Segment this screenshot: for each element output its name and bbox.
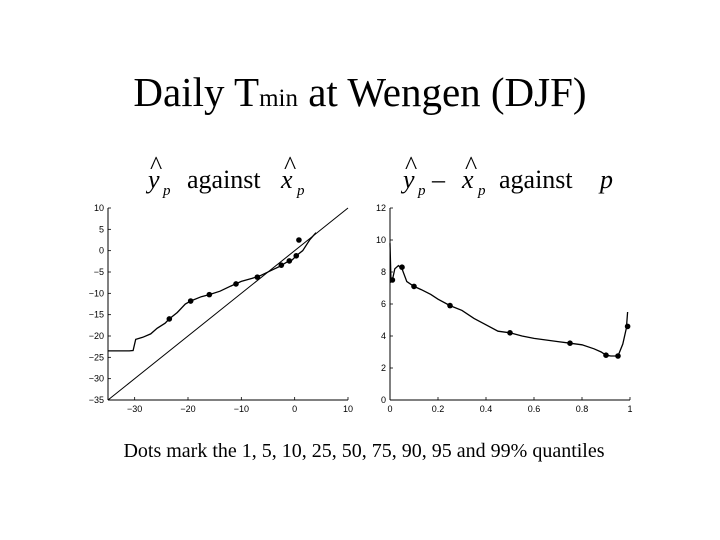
- right-header-against: against: [499, 165, 573, 194]
- y-tick-label: −35: [89, 395, 104, 405]
- y-tick-label: −5: [94, 267, 104, 277]
- x-tick-label: 0.6: [528, 404, 541, 414]
- y-tick-label: 5: [99, 224, 104, 234]
- caption: Dots mark the 1, 5, 10, 25, 50, 75, 90, …: [123, 440, 605, 462]
- quantile-dot: [624, 323, 631, 330]
- quantile-dot: [187, 298, 194, 304]
- title-subscript: min: [259, 85, 298, 112]
- quantile-dot: [278, 262, 285, 268]
- y-tick-label: 12: [376, 203, 386, 213]
- y-tick-label: 6: [381, 299, 386, 309]
- quantile-dot: [389, 277, 396, 283]
- quantile-dot: [296, 237, 302, 243]
- y-tick-label: 10: [376, 235, 386, 245]
- left-header-y-sub: p: [162, 183, 171, 199]
- quantile-dot: [254, 274, 261, 280]
- left-header-against: against: [187, 165, 261, 194]
- quantile-dot: [293, 252, 300, 259]
- y-tick-label: −20: [89, 331, 104, 341]
- left-header-y-hat: ^: [150, 151, 162, 180]
- y-tick-label: 2: [381, 363, 386, 373]
- quantile-dot: [615, 353, 621, 359]
- quantile-dot: [567, 340, 573, 347]
- slide-title: Daily Tmin at Wengen (DJF): [0, 68, 720, 116]
- x-tick-label: 0: [387, 404, 392, 414]
- title-suffix: at Wengen (DJF): [297, 69, 587, 115]
- x-tick-label: −30: [127, 404, 142, 414]
- y-tick-label: −25: [89, 352, 104, 362]
- right-chart-header: y ^ p – x ^ p against p: [400, 151, 613, 199]
- quantile-dot: [507, 330, 513, 336]
- y-tick-label: 8: [381, 267, 386, 277]
- x-tick-label: 0: [292, 404, 297, 414]
- y-tick-label: 0: [99, 246, 104, 256]
- right-header-x: x: [461, 165, 474, 194]
- y-tick-label: −30: [89, 374, 104, 384]
- x-tick-label: 0.8: [576, 404, 589, 414]
- left-chart-header: y ^ p against x ^ p: [145, 151, 305, 199]
- reference-line: [107, 207, 349, 401]
- right-plot: 12 10 8 6 4 2 00 0.2 0.4 0.6 0.8 1: [376, 203, 633, 414]
- quantile-dot: [447, 302, 453, 309]
- quantile-dot: [206, 291, 213, 298]
- x-tick-label: −20: [180, 404, 195, 414]
- quantile-dot: [603, 352, 609, 359]
- right-header-p: p: [598, 165, 613, 194]
- data-curve: [389, 243, 629, 357]
- x-tick-label: −10: [234, 404, 249, 414]
- y-tick-label: 10: [94, 203, 104, 213]
- right-header-y: y: [400, 165, 415, 194]
- right-header-minus: –: [431, 165, 446, 194]
- left-header-x-sub: p: [296, 183, 305, 199]
- right-header-y-hat: ^: [405, 151, 417, 180]
- x-tick-label: 0.4: [480, 404, 493, 414]
- y-tick-label: 0: [381, 395, 386, 405]
- left-header-y: y: [145, 165, 160, 194]
- title-prefix: Daily T: [133, 69, 260, 115]
- quantile-dot: [411, 283, 417, 290]
- y-tick-label: −10: [89, 288, 104, 298]
- left-header-x-hat: ^: [284, 151, 296, 180]
- right-header-x-hat: ^: [465, 151, 477, 180]
- y-tick-label: −15: [89, 310, 104, 320]
- quantile-dot: [399, 264, 405, 271]
- y-tick-label: 4: [381, 331, 386, 341]
- x-tick-label: 10: [343, 404, 353, 414]
- right-header-x-sub: p: [477, 183, 486, 199]
- right-header-y-sub: p: [417, 183, 426, 199]
- quantile-dot: [233, 281, 239, 287]
- left-header-x: x: [280, 165, 293, 194]
- left-plot: 10 5 0 −5 −10 −15 −20 −25 −30 −35 −30 −20 −10 0 10: [89, 203, 353, 414]
- x-tick-label: 1: [627, 404, 632, 414]
- data-curve: [108, 232, 317, 352]
- quantile-dot: [166, 316, 173, 322]
- x-tick-label: 0.2: [432, 404, 445, 414]
- quantile-dot: [286, 258, 293, 264]
